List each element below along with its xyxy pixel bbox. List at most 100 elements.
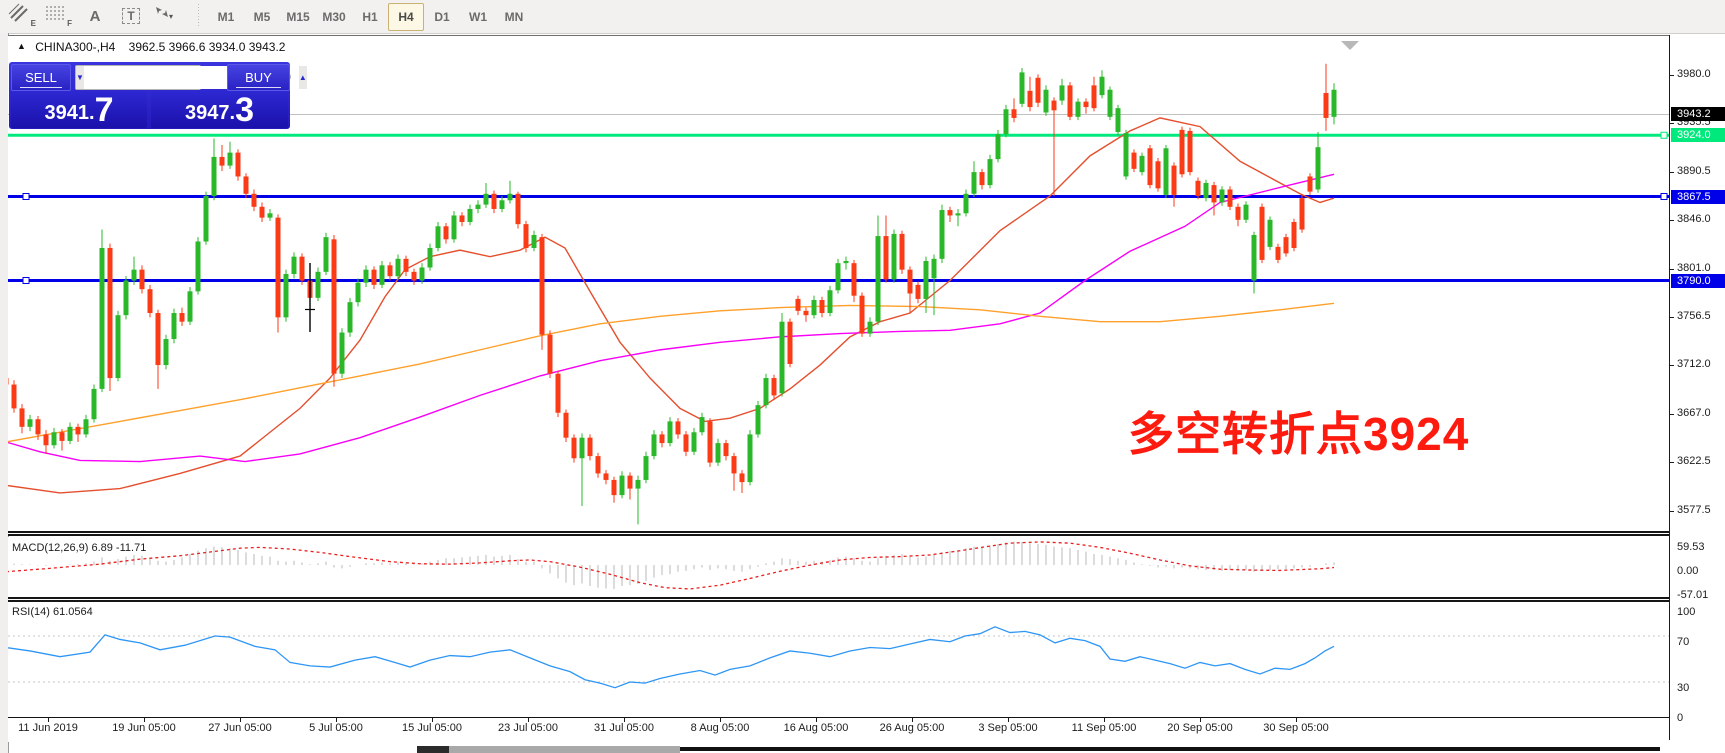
candle-body[interactable] [19,408,25,427]
candle-body[interactable] [1299,198,1305,230]
timeframe-button-m15[interactable]: M15 [286,10,310,24]
candle-body[interactable] [1307,176,1313,192]
hline-handle[interactable] [1660,131,1668,139]
candle-body[interactable] [1075,101,1081,117]
candle-body[interactable] [843,260,849,264]
candle-body[interactable] [291,256,297,274]
candle-body[interactable] [1283,237,1289,254]
candle-body[interactable] [747,434,753,483]
candle-body[interactable] [387,265,393,277]
candle-body[interactable] [1059,85,1065,101]
candle-body[interactable] [667,421,673,444]
candle-body[interactable] [707,421,713,463]
candle-body[interactable] [8,378,9,385]
fibonacci-retracement-icon[interactable]: F [44,3,74,29]
candle-body[interactable] [379,265,385,285]
candle-body[interactable] [1043,89,1049,113]
candle-body[interactable] [235,152,241,177]
candle-body[interactable] [851,263,857,296]
candle-body[interactable] [763,378,769,406]
equidistant-channel-icon[interactable]: E [8,3,38,29]
candle-body[interactable] [459,215,465,222]
hline-handle[interactable] [1660,193,1668,200]
candle-body[interactable] [531,234,537,248]
candle-body[interactable] [147,289,153,314]
candle-body[interactable] [1315,147,1321,190]
candle-body[interactable] [1147,148,1153,186]
candle-body[interactable] [419,267,425,281]
candle-body[interactable] [427,247,433,268]
candle-body[interactable] [451,215,457,240]
candle-body[interactable] [1099,76,1105,96]
candle-body[interactable] [683,434,689,452]
candle-body[interactable] [1267,219,1273,247]
candle-body[interactable] [395,258,401,277]
candle-body[interactable] [1331,89,1337,117]
candle-body[interactable] [715,443,721,463]
candle-body[interactable] [75,426,81,435]
sell-price[interactable]: 3941. 7 [11,91,147,128]
candle-body[interactable] [499,200,505,209]
arrows-icon[interactable]: ▾ [152,3,190,29]
candle-body[interactable] [987,159,993,186]
candle-body[interactable] [475,204,481,209]
panel-separator[interactable] [8,597,1725,602]
panel-separator[interactable] [8,531,1725,536]
candle-body[interactable] [891,233,897,280]
candle-body[interactable] [939,210,945,259]
hline-handle[interactable] [22,193,30,200]
candle-body[interactable] [835,263,841,291]
candle-body[interactable] [923,260,929,299]
timeframe-button-m5[interactable]: M5 [253,10,271,24]
sell-button[interactable]: SELL [11,64,71,91]
candle-body[interactable] [811,300,817,316]
timeframe-button-mn[interactable]: MN [504,10,524,24]
candle-body[interactable] [411,271,417,281]
candle-body[interactable] [467,208,473,222]
timeframe-button-h4[interactable]: H4 [388,3,424,31]
candle-body[interactable] [779,321,785,394]
candle-body[interactable] [91,388,97,420]
candle-body[interactable] [1067,85,1073,117]
candle-body[interactable] [899,233,905,270]
candle-body[interactable] [1107,89,1113,117]
candle-body[interactable] [315,271,321,298]
candle-body[interactable] [867,321,873,334]
candle-body[interactable] [739,473,745,483]
candle-body[interactable] [139,269,145,290]
candlestick-chart[interactable] [8,35,1669,532]
candle-body[interactable] [1259,206,1265,260]
candle-body[interactable] [795,298,801,311]
candle-body[interactable] [203,195,209,242]
candle-body[interactable] [1163,148,1169,195]
candle-body[interactable] [1091,85,1097,109]
timeframe-button-m30[interactable]: M30 [322,10,346,24]
candle-body[interactable] [1003,109,1009,135]
candle-body[interactable] [283,273,289,318]
candle-body[interactable] [603,473,609,480]
candle-body[interactable] [731,456,737,474]
candle-body[interactable] [1027,90,1033,108]
candle-body[interactable] [691,432,697,452]
hline-handle[interactable] [22,277,30,285]
candle-body[interactable] [115,315,121,379]
text-label-icon[interactable]: T [116,3,146,29]
candle-body[interactable] [611,479,617,496]
candle-body[interactable] [627,475,633,489]
candle-body[interactable] [963,193,969,214]
candle-body[interactable] [1011,109,1017,118]
candle-body[interactable] [595,456,601,474]
candle-body[interactable] [155,313,161,366]
timeframe-button-d1[interactable]: D1 [434,10,450,24]
candle-body[interactable] [35,419,41,435]
candle-body[interactable] [299,256,305,281]
volume-decrease-button[interactable]: ▼ [76,66,84,89]
candle-body[interactable] [131,269,137,281]
candle-body[interactable] [563,412,569,438]
candle-body[interactable] [723,443,729,457]
text-icon[interactable]: A [89,7,101,25]
candle-body[interactable] [179,313,185,322]
candle-body[interactable] [339,332,345,374]
candle-body[interactable] [979,172,985,186]
candle-body[interactable] [1291,221,1297,248]
